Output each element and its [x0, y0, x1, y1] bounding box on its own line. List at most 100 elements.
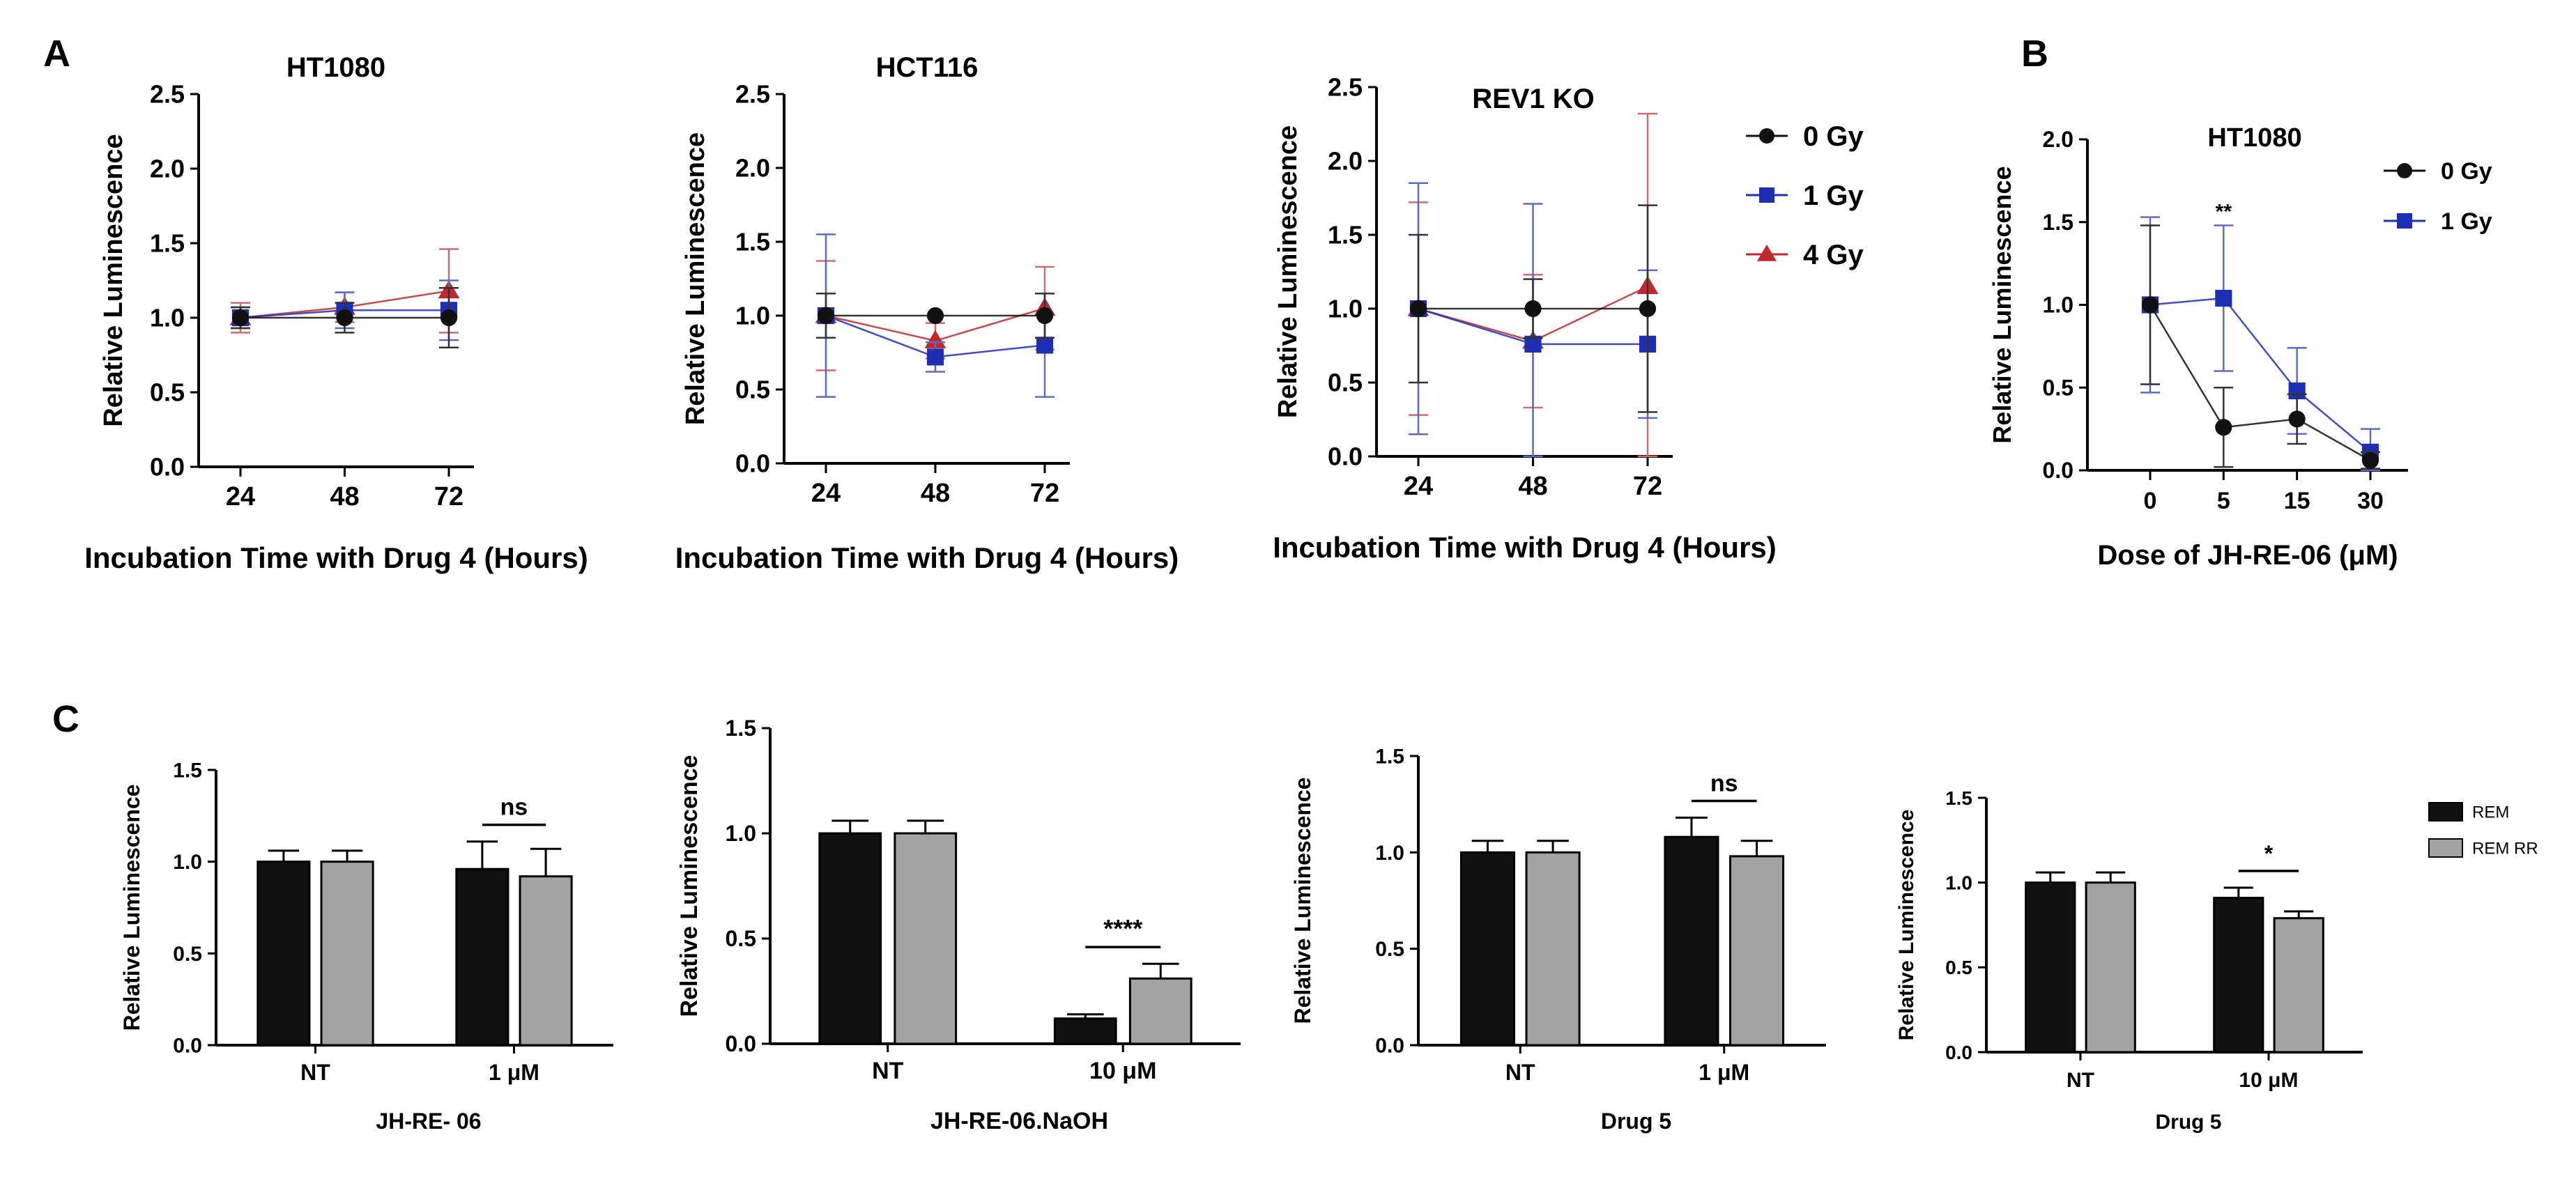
y-tick-label: 1.5: [1328, 221, 1363, 249]
y-tick-label: 0.5: [735, 376, 770, 404]
data-point: [1036, 307, 1054, 325]
y-tick-label: 2.0: [150, 155, 185, 183]
y-axis-label: Relative Luminescence: [1273, 125, 1303, 418]
data-point: [1639, 300, 1657, 318]
data-point: [231, 309, 250, 327]
y-tick-label: 2.0: [735, 154, 770, 183]
y-tick-label: 1.0: [1375, 842, 1404, 865]
legend-entry-1-gy: 1 Gy: [2384, 208, 2492, 235]
bar: [1729, 855, 1785, 1047]
x-axis-label: Drug 5: [1601, 1109, 1671, 1134]
chart-c2: 0.0 0.5 1.0 1.5 Relative Luminescence JH-RE-0…: [676, 716, 1241, 1134]
series-rem-rr: [2085, 871, 2324, 1054]
significance-label: ns: [1710, 771, 1738, 797]
y-tick-label: 0.5: [150, 378, 185, 407]
data-point: [1524, 300, 1542, 318]
x-tick-label: 24: [1404, 472, 1433, 501]
bar: [2213, 897, 2264, 1054]
bar: [2025, 881, 2076, 1054]
charts-layer: 0.0 0.5 1.0 1.5 2.0 2.5 Relative Luminescence I…: [84, 52, 2538, 1134]
legend-label: 1 Gy: [2441, 208, 2492, 235]
series-1-gy: [2140, 216, 2380, 472]
panel-label-a: A: [43, 33, 70, 75]
legend-marker: [2397, 213, 2412, 229]
y-tick-label: 1.5: [173, 759, 202, 782]
chart-title: HCT116: [876, 52, 979, 83]
y-tick-label: 0.0: [1375, 1035, 1404, 1058]
x-axis-label: Incubation Time with Drug 4 (Hours): [1273, 531, 1777, 564]
y-tick-label: 0.0: [1328, 442, 1363, 471]
y-tick-label: 1.0: [726, 821, 756, 846]
chart-c3: 0.0 0.5 1.0 1.5 Relative Luminescence Drug 5 N…: [1290, 746, 1826, 1134]
y-tick-label: 1.5: [735, 228, 770, 256]
y-tick-label: 0.5: [1375, 938, 1404, 961]
y-tick-label: 2.5: [1328, 73, 1363, 102]
x-tick-label: NT: [2067, 1069, 2094, 1092]
bar: [1128, 977, 1193, 1045]
x-tick-label: 5: [2217, 488, 2230, 514]
x-tick-label: 15: [2284, 488, 2310, 514]
y-axis-label: Relative Luminescence: [1290, 778, 1315, 1024]
chart-a1: 0.0 0.5 1.0 1.5 2.0 2.5 Relative Luminescence I…: [84, 52, 588, 574]
data-point: [926, 307, 944, 325]
series-line: [2149, 304, 2371, 461]
chart-a2: 0.0 0.5 1.0 1.5 2.0 2.5 Relative Luminescence I…: [675, 52, 1179, 574]
x-tick-label: 10 μM: [1089, 1058, 1156, 1084]
x-tick-label: 48: [921, 479, 950, 508]
x-tick-label: 48: [1518, 472, 1547, 501]
x-tick-label: 72: [1030, 479, 1059, 508]
x-axis-label: Incubation Time with Drug 4 (Hours): [84, 541, 588, 574]
x-tick-label: 72: [434, 482, 463, 511]
x-tick-label: 30: [2357, 488, 2384, 514]
legend-label: 1 Gy: [1803, 180, 1864, 211]
bar: [1459, 851, 1515, 1047]
significance-label: ns: [500, 794, 528, 821]
y-tick-label: 1.0: [150, 304, 185, 332]
panel-label-b: B: [2021, 33, 2048, 75]
series-0-gy: [231, 286, 459, 349]
y-tick-label: 1.5: [726, 716, 756, 741]
data-point: [336, 309, 353, 327]
series-0-gy: [816, 292, 1055, 339]
significance-label: ****: [1103, 914, 1142, 943]
data-point: [2141, 296, 2159, 314]
panel-label-c: C: [52, 698, 79, 740]
y-axis-label: Relative Luminescence: [1895, 810, 1918, 1041]
x-tick-label: 24: [226, 482, 255, 511]
series-line: [2149, 297, 2371, 453]
y-tick-label: 0.0: [150, 453, 185, 481]
y-tick-label: 0.0: [1945, 1042, 1972, 1063]
bar: [2085, 881, 2136, 1054]
series-rem: [256, 840, 509, 1047]
y-tick-label: 2.5: [150, 80, 185, 109]
data-point: [2288, 410, 2306, 428]
x-tick-label: 0: [2144, 488, 2157, 514]
bar: [1664, 835, 1719, 1047]
y-tick-label: 0.5: [1945, 957, 1972, 978]
y-tick-label: 0.5: [2043, 375, 2073, 400]
chart-title: HT1080: [286, 52, 385, 83]
chart-a3: 0.0 0.5 1.0 1.5 2.0 2.5 Relative Luminescence I…: [1273, 73, 1864, 564]
y-tick-label: 0.5: [1328, 369, 1363, 397]
legend-entry-rem-rr: REM RR: [2428, 838, 2538, 858]
y-tick-label: 2.0: [1328, 147, 1363, 176]
bar: [455, 867, 509, 1047]
y-tick-label: 1.0: [1328, 295, 1363, 323]
legend-label: 0 Gy: [1803, 121, 1864, 152]
y-tick-label: 0.5: [173, 943, 202, 966]
legend-entry-rem: REM: [2428, 802, 2509, 821]
x-tick-label: 48: [330, 482, 359, 511]
y-tick-label: 1.5: [150, 229, 185, 258]
legend-label: 4 Gy: [1803, 240, 1864, 270]
chart-title: REV1 KO: [1472, 84, 1595, 114]
y-tick-label: 1.0: [173, 851, 202, 874]
y-tick-label: 0.5: [726, 926, 756, 951]
chart-c1: 0.0 0.5 1.0 1.5 Relative Luminescence JH-RE- …: [119, 759, 613, 1134]
legend-marker: [1757, 245, 1777, 261]
legend-entry-4-gy: 4 Gy: [1746, 240, 1864, 270]
x-tick-label: 1 μM: [489, 1060, 539, 1085]
series-rem: [1459, 817, 1719, 1047]
bar: [519, 875, 573, 1047]
data-point: [1409, 300, 1427, 318]
